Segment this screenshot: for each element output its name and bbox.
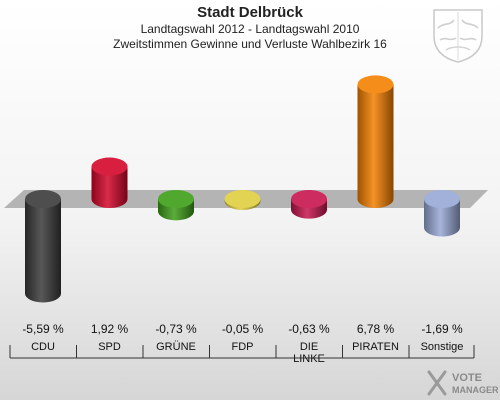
value-label: -0,05 % [222,322,264,336]
value-label: 6,78 % [357,322,395,336]
category-label: SPD [98,341,121,353]
category-label: PIRATEN [352,341,399,353]
bar-fdp [224,190,261,210]
bar-spd [91,157,128,208]
value-label: 1,92 % [91,322,129,336]
vote-manager-logo: VOTE MANAGER [427,370,498,396]
brand-line-2: MANAGER [452,385,498,395]
category-label: DIE LINKE [293,341,325,365]
value-label: -0,73 % [155,322,197,336]
chart-titles: Stadt Delbrück Landtagswahl 2012 - Landt… [0,4,500,52]
bar-die-linke [291,190,327,219]
brand-line-1: VOTE [452,372,482,384]
bar-cdu [25,190,61,303]
value-label: -0,63 % [288,322,330,336]
value-label: -1,69 % [421,322,463,336]
coat-of-arms-icon [433,9,483,63]
category-label: FDP [232,341,254,353]
bar-sonstige [424,190,460,237]
chart-subtitle-2: Zweitstimmen Gewinne und Verluste Wahlbe… [113,37,387,51]
category-label: CDU [31,341,55,353]
chart-subtitle: Landtagswahl 2012 - Landtagswahl 2010 [140,22,360,36]
value-label: -5,59 % [22,322,64,336]
bar-grüne [158,190,194,221]
category-label: GRÜNE [156,341,196,353]
chart-title: Stadt Delbrück [197,4,303,21]
category-label: Sonstige [421,341,464,353]
bar-piraten [357,75,394,208]
